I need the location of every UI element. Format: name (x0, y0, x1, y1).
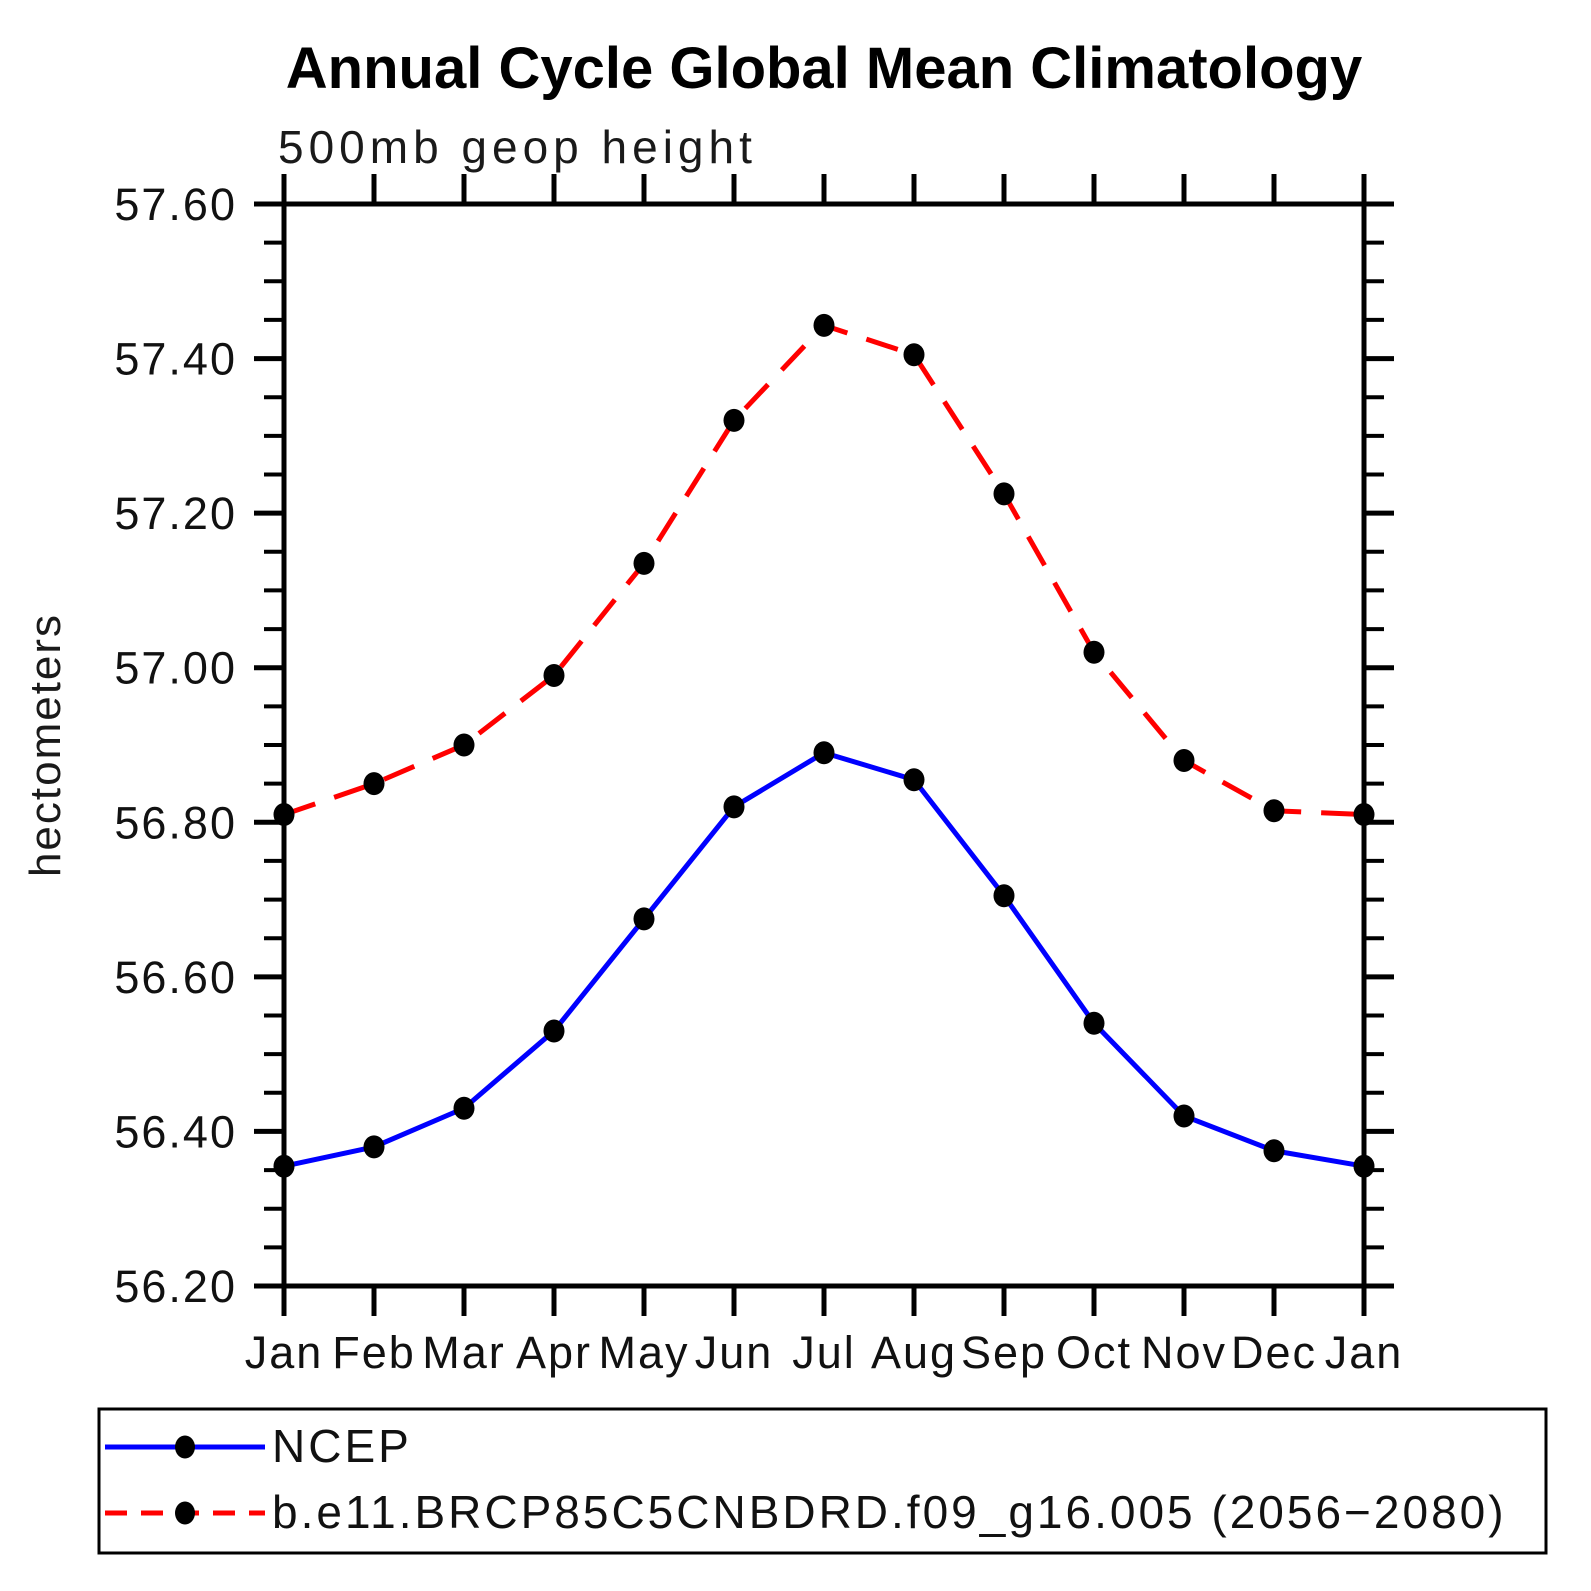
data-point (453, 1096, 475, 1120)
data-point (903, 768, 925, 792)
data-point (723, 408, 745, 432)
series-line-1 (283, 322, 1365, 818)
data-point (273, 803, 295, 827)
data-point (1173, 748, 1195, 772)
data-point (813, 741, 835, 765)
legend-marker-ncep (175, 1435, 195, 1459)
x-tick-label: Jan (245, 1327, 324, 1378)
x-tick-label: Feb (332, 1327, 416, 1378)
y-tick-label: 56.60 (114, 952, 237, 1003)
data-point (543, 663, 565, 687)
series-line-0 (283, 750, 1365, 1169)
x-tick-label: Oct (1056, 1327, 1132, 1378)
data-point (993, 482, 1015, 506)
data-point (993, 884, 1015, 908)
x-tick-label: Jul (792, 1327, 856, 1378)
data-point (1173, 1104, 1195, 1128)
legend-label-model: b.e11.BRCP85C5CNBDRD.f09_g16.005 (2056−2… (272, 1486, 1507, 1538)
x-tick-label: Aug (871, 1327, 957, 1378)
y-tick-label: 57.20 (114, 488, 237, 539)
y-tick-label: 56.20 (114, 1261, 237, 1312)
data-point (633, 551, 655, 575)
legend-box: NCEP b.e11.BRCP85C5CNBDRD.f09_g16.005 (2… (97, 1407, 1548, 1555)
axes-layer: Jan Feb Mar Apr May Jun Jul Aug Sep Oct Nov Dec Jan5… (114, 174, 1404, 1378)
data-point (813, 313, 835, 337)
data-point (363, 772, 385, 796)
x-tick-label: Nov (1141, 1327, 1227, 1378)
data-point (273, 1154, 295, 1178)
chart-title: Annual Cycle Global Mean Climatology (286, 36, 1362, 101)
data-point (543, 1019, 565, 1043)
y-tick-label: 56.80 (114, 797, 237, 848)
data-point (1083, 640, 1105, 664)
legend-frame (97, 1407, 1548, 1555)
data-point (1083, 1011, 1105, 1035)
data-point (1353, 1154, 1375, 1178)
x-tick-label: Dec (1231, 1327, 1317, 1378)
y-tick-label: 57.40 (114, 334, 237, 385)
data-point (1263, 799, 1285, 823)
data-point (1263, 1139, 1285, 1163)
x-tick-label: May (598, 1327, 689, 1378)
chart-subtitle: 500mb geop height (278, 121, 757, 173)
x-tick-label: Jan (1325, 1327, 1404, 1378)
series-layer (273, 313, 1375, 1178)
data-point (453, 733, 475, 757)
legend-label-ncep: NCEP (272, 1420, 412, 1472)
x-tick-label: Mar (422, 1327, 506, 1378)
y-tick-label: 56.40 (114, 1106, 237, 1157)
legend-marker-model (175, 1501, 195, 1525)
x-tick-label: Apr (516, 1327, 592, 1378)
data-point (363, 1135, 385, 1159)
y-axis-label: hectometers (21, 613, 70, 877)
y-tick-label: 57.00 (114, 643, 237, 694)
x-tick-label: Jun (695, 1327, 774, 1378)
x-tick-label: Sep (961, 1327, 1047, 1378)
y-tick-label: 57.60 (114, 179, 237, 230)
data-point (1353, 803, 1375, 827)
data-point (633, 907, 655, 931)
data-point (723, 795, 745, 819)
data-point (903, 343, 925, 367)
